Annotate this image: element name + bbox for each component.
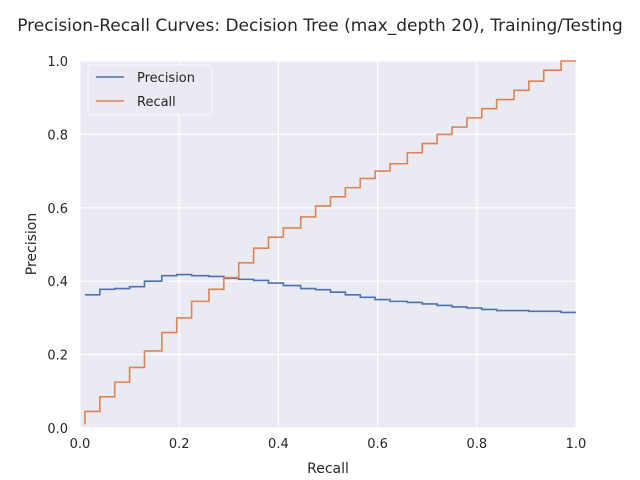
x-tick-label: 0.8 — [466, 437, 487, 452]
y-tick-label: 0.2 — [47, 349, 68, 364]
x-tick-label: 1.0 — [566, 437, 587, 452]
x-tick-label: 0.4 — [268, 437, 289, 452]
chart-title: Precision-Recall Curves: Decision Tree (… — [17, 16, 623, 36]
x-tick-label: 0.6 — [367, 437, 388, 452]
legend-label-precision: Precision — [137, 71, 195, 86]
legend: Precision Recall — [87, 64, 213, 116]
y-tick-label: 0.4 — [47, 275, 68, 290]
series-layer — [84, 60, 576, 425]
grid-lines — [79, 60, 577, 429]
tick-labels: 0.0 0.2 0.4 0.6 0.8 1.0 0.0 0.2 0.4 0.6 0.8 1.0 — [47, 55, 586, 452]
y-tick-label: 0.6 — [47, 202, 68, 217]
y-tick-label: 1.0 — [47, 55, 68, 70]
x-axis-label: Recall — [307, 461, 349, 477]
x-tick-label: 0.2 — [169, 437, 190, 452]
series-line-precision — [84, 273, 576, 314]
y-tick-label: 0.8 — [47, 128, 68, 143]
y-tick-label: 0.0 — [47, 422, 68, 437]
legend-label-recall: Recall — [137, 95, 176, 110]
x-tick-label: 0.0 — [70, 437, 91, 452]
plot-background — [80, 61, 576, 428]
y-axis-label: Precision — [24, 213, 40, 275]
series-line-recall — [84, 60, 576, 425]
